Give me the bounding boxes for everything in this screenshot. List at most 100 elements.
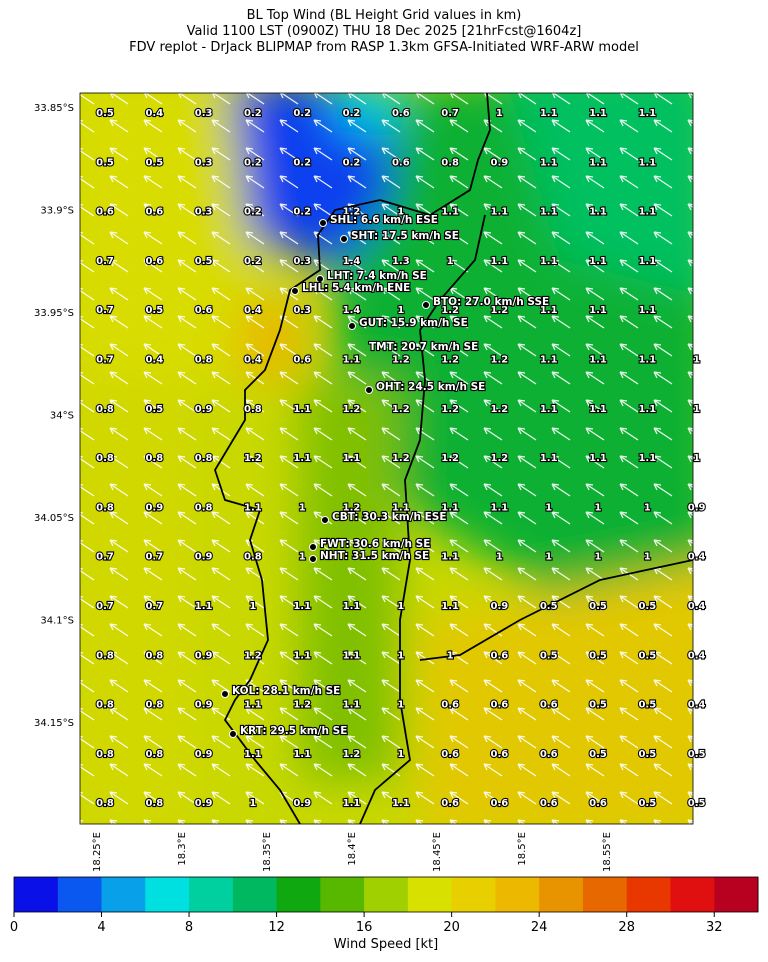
lon-tick-label: 18.55°E <box>602 832 613 872</box>
grid-value: 1 <box>447 256 454 267</box>
grid-value: 1.1 <box>441 552 459 563</box>
lon-tick-label: 18.45°E <box>432 832 443 872</box>
grid-value: 1.2 <box>244 453 262 464</box>
grid-value: 1.1 <box>589 404 607 415</box>
station-label: SHT: 17.5 km/h SE <box>351 230 459 242</box>
grid-value: 0.7 <box>96 552 114 563</box>
grid-value: 0.8 <box>96 749 114 760</box>
grid-value: 0.9 <box>145 502 163 513</box>
grid-value: 0.6 <box>441 700 459 711</box>
station-label: KOL: 28.1 km/h SE <box>232 685 340 697</box>
grid-value: 0.8 <box>195 355 213 366</box>
grid-value: 1 <box>545 502 552 513</box>
grid-value: 0.8 <box>96 798 114 809</box>
grid-value: 0.6 <box>293 355 311 366</box>
grid-value: 1.1 <box>589 157 607 168</box>
grid-value: 1.1 <box>343 355 361 366</box>
grid-value: 0.2 <box>293 108 311 119</box>
grid-value: 1.2 <box>441 404 459 415</box>
grid-value: 1.1 <box>491 256 509 267</box>
grid-value: 1.1 <box>638 256 656 267</box>
grid-value: 0.8 <box>96 700 114 711</box>
colorbar-tick-label: 4 <box>97 920 105 935</box>
colorbar-bin <box>451 877 496 912</box>
grid-value: 0.5 <box>540 601 558 612</box>
grid-value: 1.2 <box>392 453 410 464</box>
station-dot <box>340 235 348 243</box>
grid-value: 1 <box>644 552 651 563</box>
grid-value: 0.4 <box>688 700 706 711</box>
grid-value: 0.5 <box>638 798 656 809</box>
grid-value: 0.7 <box>96 355 114 366</box>
colorbar-tick-label: 0 <box>10 920 18 935</box>
grid-value: 1.1 <box>392 798 410 809</box>
colorbar-bin <box>232 877 278 912</box>
grid-value: 1.1 <box>638 355 656 366</box>
grid-value: 1 <box>644 502 651 513</box>
colorbar-bin <box>57 877 103 912</box>
grid-value: 0.8 <box>96 650 114 661</box>
grid-value: 0.6 <box>392 108 410 119</box>
grid-value: 1.1 <box>293 453 311 464</box>
grid-value: 0.8 <box>244 552 262 563</box>
lat-tick-label: 34°S <box>50 411 74 422</box>
coastline <box>214 93 491 824</box>
grid-value: 0.8 <box>96 404 114 415</box>
station-dot <box>319 219 327 227</box>
grid-value: 0.8 <box>145 700 163 711</box>
grid-value: 0.8 <box>145 749 163 760</box>
grid-value: 1.1 <box>491 502 509 513</box>
grid-value: 0.6 <box>195 305 213 316</box>
grid-value: 1.1 <box>540 404 558 415</box>
grid-value: 1.1 <box>589 256 607 267</box>
grid-value: 0.7 <box>96 256 114 267</box>
grid-value: 1.1 <box>589 108 607 119</box>
station-dot <box>365 386 373 394</box>
grid-value: 1.1 <box>491 207 509 218</box>
coastline <box>419 559 693 661</box>
colorbar-tick-label: 32 <box>706 920 723 935</box>
grid-value: 1 <box>496 552 503 563</box>
lat-tick-label: 34.05°S <box>34 513 74 524</box>
lon-tick-label: 18.35°E <box>262 832 273 872</box>
colorbar-bin <box>101 877 146 912</box>
grid-value: 1.1 <box>441 601 459 612</box>
grid-value: 0.2 <box>343 157 361 168</box>
colorbar-tick-label: 20 <box>443 920 460 935</box>
lat-tick-label: 33.9°S <box>40 206 74 217</box>
grid-value: 0.8 <box>145 453 163 464</box>
grid-value: 0.6 <box>540 798 558 809</box>
grid-value: 1 <box>447 650 454 661</box>
grid-value: 1 <box>496 108 503 119</box>
colorbar-bin <box>626 877 671 912</box>
grid-value: 0.2 <box>244 157 262 168</box>
lon-tick-label: 18.25°E <box>92 832 103 872</box>
grid-value: 1.1 <box>589 453 607 464</box>
station-dot <box>221 690 229 698</box>
grid-value: 1 <box>693 355 700 366</box>
grid-value: 1.1 <box>638 207 656 218</box>
plot-frame <box>79 92 694 825</box>
colorbar-bin <box>276 877 321 912</box>
grid-value: 1.2 <box>392 355 410 366</box>
lat-tick-label: 34.15°S <box>34 718 74 729</box>
grid-value: 0.5 <box>688 749 706 760</box>
grid-value: 1 <box>595 502 602 513</box>
grid-value: 0.6 <box>145 207 163 218</box>
station-label: SHL: 6.6 km/h ESE <box>330 214 438 226</box>
grid-value: 0.6 <box>441 798 459 809</box>
station-label: LHT: 7.4 km/h SE <box>327 270 427 282</box>
grid-value: 1.1 <box>540 157 558 168</box>
grid-value: 0.8 <box>96 453 114 464</box>
grid-value: 0.9 <box>195 404 213 415</box>
title-line: FDV replot - DrJack BLIPMAP from RASP 1.… <box>129 40 639 55</box>
grid-value: 0.7 <box>145 552 163 563</box>
grid-value: 1.2 <box>343 207 361 218</box>
grid-value: 1 <box>693 453 700 464</box>
grid-value: 0.6 <box>491 749 509 760</box>
grid-value: 1 <box>299 502 306 513</box>
grid-value: 0.2 <box>244 207 262 218</box>
station-label: GUT: 15.9 km/h SE <box>359 317 468 329</box>
grid-value: 0.5 <box>638 700 656 711</box>
grid-value: 1.1 <box>343 453 361 464</box>
